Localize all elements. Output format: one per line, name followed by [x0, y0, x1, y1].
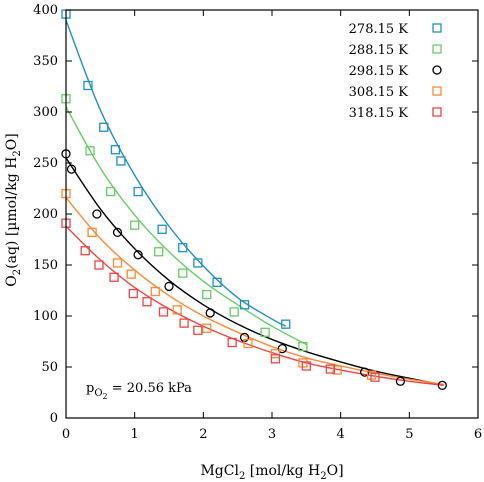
y-tick-label: 0: [50, 411, 58, 426]
data-point: [395, 376, 406, 386]
x-axis-ticks: 0 1 2 3 4 5 6: [62, 10, 482, 442]
legend: 278.15 K 288.15 K 298.15 K 308.15 K 318.15 K: [349, 22, 442, 121]
data-point: [172, 305, 182, 315]
fit-curve: [65, 19, 287, 327]
data-point: [205, 308, 215, 318]
data-point: [178, 243, 188, 253]
data-point: [80, 246, 90, 256]
fit-curve: [65, 225, 444, 387]
data-point: [116, 156, 126, 166]
data-point: [281, 319, 291, 329]
data-point: [157, 224, 167, 234]
data-point: [229, 307, 239, 317]
data-point: [154, 247, 164, 257]
y-tick-label: 50: [41, 360, 58, 375]
legend-marker: [432, 23, 442, 33]
legend-label: 278.15 K: [349, 22, 409, 37]
data-point: [112, 227, 123, 238]
x-tick-label: 3: [268, 427, 276, 442]
data-point: [130, 220, 140, 230]
data-point: [150, 286, 160, 297]
data-point: [212, 277, 222, 287]
data-point: [437, 380, 447, 391]
data-point: [94, 260, 104, 270]
y-tick-label: 400: [33, 3, 58, 18]
x-tick-label: 6: [474, 427, 482, 442]
data-point: [142, 297, 152, 307]
y-tick-label: 150: [33, 258, 58, 273]
data-point: [270, 354, 281, 364]
y-tick-label: 250: [33, 156, 58, 171]
data-point: [128, 288, 138, 299]
y-tick-label: 350: [33, 54, 58, 69]
x-tick-label: 4: [337, 427, 345, 442]
data-point: [133, 250, 143, 260]
data-point: [325, 364, 336, 374]
data-point: [85, 146, 95, 156]
data-point: [202, 289, 212, 300]
data-point: [301, 361, 311, 371]
x-tick-label: 0: [62, 427, 70, 442]
data-point: [164, 281, 174, 292]
legend-marker: [432, 86, 442, 96]
data-point: [158, 307, 169, 317]
legend-marker: [432, 107, 442, 117]
data-point: [277, 343, 287, 354]
y-axis-ticks: 0 50 100 150 200 250 300 350 400: [33, 3, 478, 426]
fit-curve: [65, 197, 444, 386]
data-point: [370, 372, 380, 382]
fit-curve: [65, 106, 307, 346]
partial-pressure-annotation: pO2 = 20.56 kPa: [86, 381, 192, 401]
data-point: [66, 164, 77, 174]
data-point: [193, 325, 203, 335]
data-point: [193, 258, 203, 268]
data-point: [332, 365, 342, 375]
data-point: [202, 323, 212, 333]
data-point: [112, 258, 123, 268]
data-point: [110, 145, 121, 155]
legend-label: 298.15 K: [349, 64, 409, 79]
data-points: [61, 9, 447, 391]
legend-marker: [432, 44, 442, 54]
data-point: [83, 80, 93, 91]
data-point: [178, 268, 188, 278]
data-point: [87, 227, 97, 238]
data-point: [227, 337, 237, 348]
y-tick-label: 100: [33, 309, 58, 324]
data-point: [239, 300, 250, 310]
legend-label: 308.15 K: [349, 85, 409, 100]
y-axis-label: O2(aq) [µmol/kg H2O]: [4, 133, 23, 286]
data-point: [260, 327, 270, 337]
fit-curve: [65, 157, 444, 387]
data-point: [105, 186, 116, 197]
data-point: [99, 122, 109, 132]
x-tick-label: 5: [405, 427, 413, 442]
data-point: [179, 318, 189, 328]
legend-marker: [432, 65, 442, 75]
data-point: [270, 349, 281, 359]
y-tick-label: 200: [33, 207, 58, 222]
data-point: [298, 341, 308, 352]
data-point: [92, 209, 102, 219]
x-tick-label: 2: [199, 427, 207, 442]
data-point: [126, 269, 136, 279]
y-tick-label: 300: [33, 105, 58, 120]
legend-label: 288.15 K: [349, 43, 409, 58]
data-point: [243, 338, 253, 349]
x-tick-label: 1: [131, 427, 139, 442]
data-point: [360, 367, 370, 377]
data-point: [109, 272, 119, 282]
data-point: [133, 186, 143, 197]
x-axis-label: MgCl2 [mol/kg H2O]: [200, 463, 343, 482]
legend-label: 318.15 K: [349, 106, 409, 121]
